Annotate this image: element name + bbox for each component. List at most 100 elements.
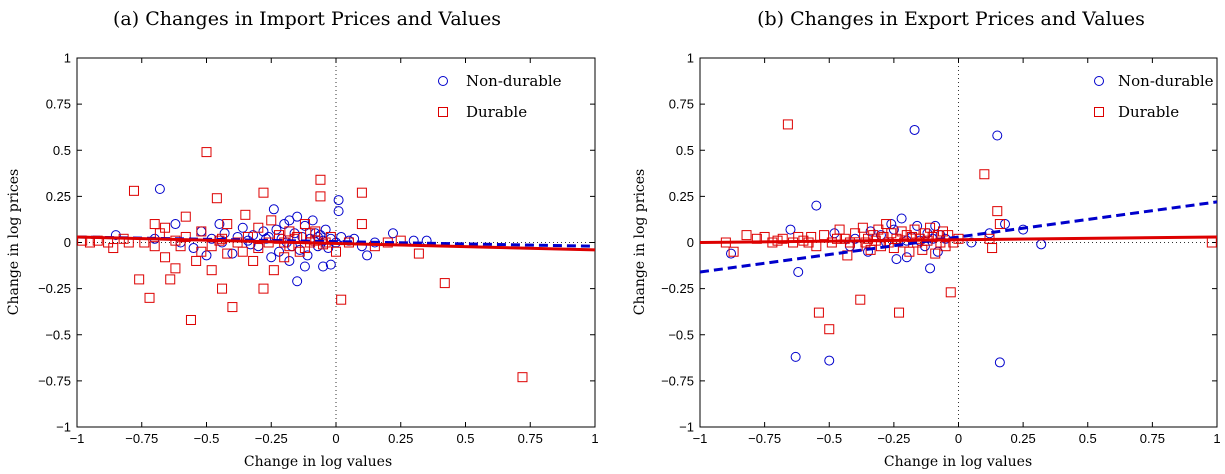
- data-point-durable: [266, 215, 277, 226]
- data-point-non-durable: [268, 204, 279, 215]
- x-tick-label: 0: [332, 431, 339, 446]
- data-point-durable: [865, 244, 876, 255]
- data-point-durable: [832, 233, 843, 244]
- legend-label-durable: Durable: [1118, 103, 1179, 121]
- x-axis-label: Change in log values: [244, 454, 392, 470]
- x-tick-label: −0.25: [877, 431, 910, 446]
- data-point-durable: [909, 224, 920, 235]
- data-point-durable: [336, 294, 347, 305]
- data-point-durable: [979, 169, 990, 180]
- data-point-durable: [824, 324, 835, 335]
- data-point-durable: [149, 241, 160, 252]
- panel-import: (a) Changes in Import Prices and Values …: [6, 8, 599, 470]
- legend-label-durable: Durable: [466, 103, 527, 121]
- y-tick-label: 0.75: [669, 97, 694, 112]
- y-tick-label: 1: [687, 51, 694, 66]
- data-point-durable: [904, 246, 915, 257]
- data-point-non-durable: [266, 252, 277, 263]
- data-point-durable: [134, 274, 145, 285]
- legend-entry-non-durable: Non-durable: [1094, 72, 1214, 90]
- data-point-durable: [741, 230, 752, 241]
- y-tick-label: 0.5: [53, 143, 71, 158]
- data-point-durable: [356, 219, 367, 230]
- fit-line-durable: [699, 235, 1218, 244]
- x-tick-label: 1: [1213, 431, 1220, 446]
- data-point-durable: [160, 252, 171, 263]
- data-point-durable: [728, 246, 739, 257]
- data-point-durable: [331, 246, 341, 257]
- data-point-durable: [180, 211, 191, 222]
- data-point-durable: [191, 255, 202, 266]
- data-point-durable: [994, 219, 1005, 230]
- data-point-durable: [258, 187, 269, 198]
- data-point-durable: [108, 243, 119, 254]
- data-point-durable: [315, 174, 326, 185]
- chart-title: (a) Changes in Import Prices and Values: [113, 8, 501, 30]
- x-tick-label: 0.25: [1010, 431, 1035, 446]
- data-point-durable: [850, 228, 861, 239]
- y-tick-label: −0.5: [668, 327, 694, 342]
- data-point-non-durable: [302, 250, 313, 261]
- data-point-durable: [268, 265, 279, 276]
- data-point-durable: [937, 226, 948, 237]
- y-tick-label: 0.75: [46, 97, 71, 112]
- y-axis-label: Change in log prices: [6, 169, 22, 316]
- legend-entry-non-durable: Non-durable: [438, 72, 562, 90]
- data-point-non-durable: [793, 267, 804, 278]
- x-tick-label: −0.75: [748, 431, 781, 446]
- data-point-non-durable: [333, 195, 344, 206]
- data-point-durable: [945, 287, 956, 298]
- data-point-non-durable: [824, 355, 835, 366]
- data-point-durable: [894, 307, 905, 318]
- data-point-non-durable: [1018, 224, 1029, 235]
- data-point-durable: [258, 283, 269, 294]
- y-tick-label: −1: [56, 420, 71, 435]
- x-tick-label: −0.5: [816, 431, 842, 446]
- data-point-durable: [305, 228, 316, 239]
- data-point-durable: [217, 283, 228, 294]
- data-point-non-durable: [258, 226, 269, 237]
- data-point-durable: [813, 307, 824, 318]
- data-point-durable: [211, 193, 222, 204]
- data-point-durable: [170, 263, 181, 274]
- data-point-non-durable: [318, 261, 329, 272]
- data-point-non-durable: [307, 215, 318, 226]
- data-point-non-durable: [785, 224, 796, 235]
- data-point-durable: [294, 246, 305, 257]
- legend: Non-durable Durable: [438, 72, 562, 121]
- data-point-durable: [413, 248, 424, 259]
- data-point-durable: [819, 230, 830, 241]
- data-point-durable: [201, 147, 212, 158]
- data-point-durable: [517, 372, 528, 383]
- data-point-non-durable: [214, 219, 225, 230]
- data-point-non-durable: [891, 254, 902, 265]
- data-point-durable: [881, 219, 892, 230]
- data-point-durable: [206, 265, 217, 276]
- data-point-durable: [180, 231, 191, 242]
- fit-line-durable: [76, 235, 596, 252]
- data-point-non-durable: [154, 183, 165, 194]
- data-point-durable: [299, 219, 310, 230]
- x-tick-label: 0.5: [456, 431, 474, 446]
- legend-entry-durable: Durable: [438, 103, 527, 121]
- legend-circle-marker: [438, 76, 448, 86]
- data-point-non-durable: [325, 259, 336, 270]
- data-point-durable: [160, 222, 171, 233]
- y-tick-label: −0.75: [661, 373, 694, 388]
- plot-area: −1 −0.75 −0.5 −0.25 0 0.25 0.5 0.75 1 −1 −0.75 −0.5…: [661, 51, 1221, 447]
- data-point-durable: [919, 228, 930, 239]
- legend-square-marker: [438, 107, 448, 117]
- data-point-durable: [992, 206, 1003, 217]
- data-point-durable: [185, 314, 196, 325]
- data-point-non-durable: [284, 255, 295, 266]
- data-point-non-durable: [994, 357, 1005, 368]
- data-point-durable: [782, 119, 793, 130]
- data-point-non-durable: [909, 124, 920, 135]
- data-point-durable: [248, 255, 259, 266]
- data-point-non-durable: [292, 276, 303, 287]
- legend-circle-marker: [1094, 76, 1104, 86]
- data-point-durable: [165, 274, 176, 285]
- data-point-non-durable: [227, 248, 238, 259]
- data-point-non-durable: [362, 250, 373, 261]
